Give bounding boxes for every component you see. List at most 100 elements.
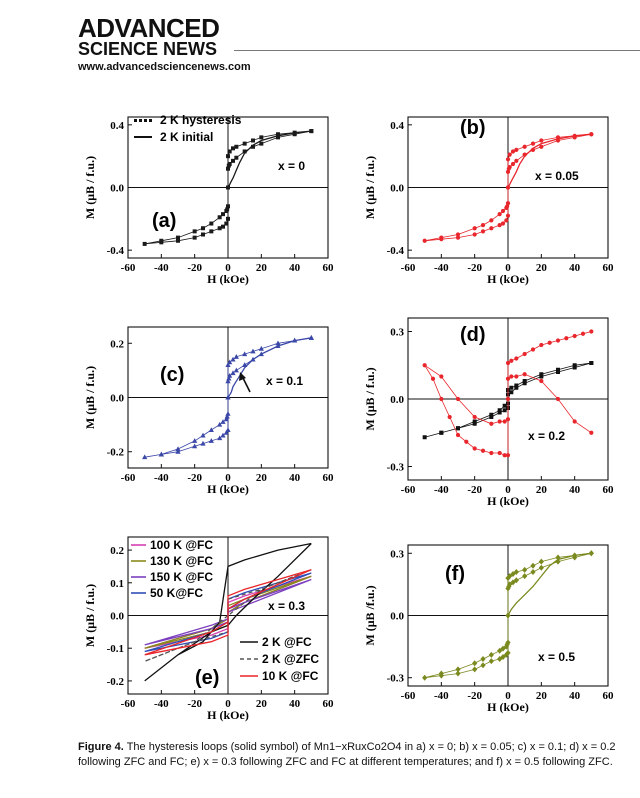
data-point (522, 379, 527, 383)
x-tick-label: -40 (434, 484, 449, 496)
data-point (472, 446, 477, 451)
x-tick-label: -40 (154, 698, 169, 710)
data-point (503, 643, 509, 650)
data-point (489, 412, 494, 417)
data-point (259, 141, 264, 146)
data-point (505, 575, 511, 582)
data-point (522, 573, 528, 580)
legend-marker-hysteresis (149, 119, 152, 122)
y-axis-label: M (μB / f.u.) (83, 156, 97, 219)
data-point (225, 378, 231, 384)
data-point (488, 658, 494, 665)
x-tick-label: 20 (256, 262, 268, 274)
data-point (572, 554, 578, 561)
data-point (233, 354, 239, 359)
data-point (217, 421, 223, 427)
y-tick-label: -0.3 (387, 673, 405, 685)
data-point (242, 351, 248, 357)
data-point (472, 232, 477, 237)
data-point (509, 385, 514, 390)
x-tick-label: -20 (187, 472, 202, 484)
data-point (507, 165, 512, 170)
data-point (505, 360, 511, 366)
data-point (588, 550, 594, 557)
data-point (510, 571, 516, 578)
data-point (226, 154, 230, 159)
data-point (530, 141, 536, 146)
data-point (539, 138, 544, 143)
series-f-1 (507, 552, 592, 616)
data-point (497, 450, 502, 456)
caption-label: Figure 4. (78, 741, 124, 753)
data-point (192, 443, 198, 449)
x-tick-label: -20 (187, 698, 202, 710)
legend-label: 100 K @FC (150, 538, 213, 552)
data-point (276, 135, 280, 140)
x-tick-label: -60 (121, 472, 136, 484)
y-tick-label: 0.3 (390, 327, 404, 339)
data-point (192, 438, 198, 443)
series-a-1 (227, 130, 312, 188)
x-tick-label: 60 (603, 262, 615, 274)
data-point (572, 419, 577, 424)
y-tick-label: -0.2 (107, 676, 125, 688)
data-point (217, 215, 222, 220)
legend-marker-hysteresis (134, 119, 137, 122)
data-point (530, 568, 536, 575)
data-point (250, 348, 256, 354)
data-point (192, 235, 197, 240)
x-tick-label: -20 (467, 262, 482, 274)
data-point (142, 454, 148, 460)
x-tick-label: 60 (323, 472, 335, 484)
data-point (489, 415, 494, 419)
x-axis-label: H (kOe) (207, 708, 249, 722)
panel-label: (a) (152, 210, 176, 232)
data-point (497, 212, 502, 217)
data-point (539, 378, 544, 384)
data-point (505, 396, 511, 402)
panel-label: (b) (460, 117, 486, 139)
y-tick-label: 0.3 (390, 548, 404, 560)
data-point (422, 238, 427, 243)
data-point (509, 390, 514, 395)
data-point (530, 347, 536, 352)
data-point (455, 432, 461, 438)
data-point (589, 329, 594, 334)
data-point (217, 226, 222, 231)
data-point (489, 218, 494, 223)
data-point (176, 238, 180, 243)
panel-label: (f) (445, 563, 465, 585)
data-point (480, 656, 486, 663)
legend-label: 50 K@FC (150, 586, 203, 600)
x-tick-label: 20 (536, 484, 548, 496)
x-tick-label: -20 (467, 690, 482, 702)
data-point (572, 333, 577, 339)
y-tick-label: -0.2 (107, 447, 125, 459)
data-point (514, 147, 519, 152)
x-tick-label: -20 (187, 262, 202, 274)
y-tick-label: 0.0 (110, 611, 124, 623)
x-tick-label: -40 (154, 262, 169, 274)
panel-label: (c) (160, 364, 184, 386)
data-point (217, 435, 223, 441)
data-point (200, 432, 206, 438)
initial-curve-line (507, 133, 592, 188)
arrow-shaft (242, 377, 251, 393)
x-tick-label: 40 (289, 262, 301, 274)
data-point (422, 435, 427, 440)
series-e-4 (144, 542, 312, 682)
caption-text: The hysteresis loops (solid symbol) of M… (78, 741, 616, 768)
y-axis-label: M (μB / f.u.) (83, 584, 97, 647)
data-point (438, 672, 444, 679)
x-tick-label: -40 (434, 262, 449, 274)
data-point (234, 144, 239, 149)
data-point (489, 226, 494, 231)
data-point (224, 221, 229, 226)
data-point (176, 235, 180, 240)
x-axis-label: H (kOe) (487, 700, 529, 714)
initial-curve-line (227, 337, 312, 398)
series-line (144, 569, 312, 656)
data-point (221, 212, 225, 217)
data-point (488, 651, 494, 658)
data-point (504, 218, 509, 223)
